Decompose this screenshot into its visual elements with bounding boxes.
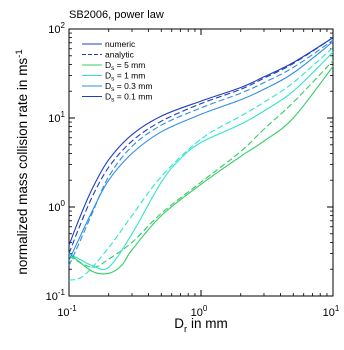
series-line-8 (68, 37, 334, 254)
ticks: 10-1 100 101 10-1 100 101 102 (46, 21, 340, 319)
chart-title: SB2006, power law (69, 9, 164, 21)
legend-label: Ds = 5 mm (105, 60, 145, 72)
y-axis-label: normalized mass collision rate in ms-1 (14, 49, 30, 274)
y-tick-label: 100 (48, 199, 65, 214)
series-line-6 (68, 39, 334, 266)
legend-label: numeric (105, 39, 136, 49)
series-line-1 (68, 66, 334, 275)
series-line-2 (68, 60, 334, 268)
y-tick-label: 102 (48, 21, 65, 36)
y-tick-label: 10-1 (46, 288, 66, 303)
x-tick-label: 101 (323, 304, 340, 319)
legend-label: Ds = 0.3 mm (105, 81, 152, 93)
legend-label: analytic (105, 50, 135, 60)
y-tick-label: 101 (48, 110, 65, 125)
legend-label: Ds = 1 mm (105, 71, 145, 83)
x-tick-label: 10-1 (57, 304, 77, 319)
series-line-3 (68, 51, 334, 271)
x-axis-label: Dr in mm (174, 316, 227, 335)
series-lines (68, 37, 334, 281)
series-line-7 (68, 37, 334, 246)
legend-label: Ds = 0.1 mm (105, 92, 152, 104)
x-tick-label: 100 (191, 304, 208, 319)
series-line-5 (68, 41, 334, 261)
